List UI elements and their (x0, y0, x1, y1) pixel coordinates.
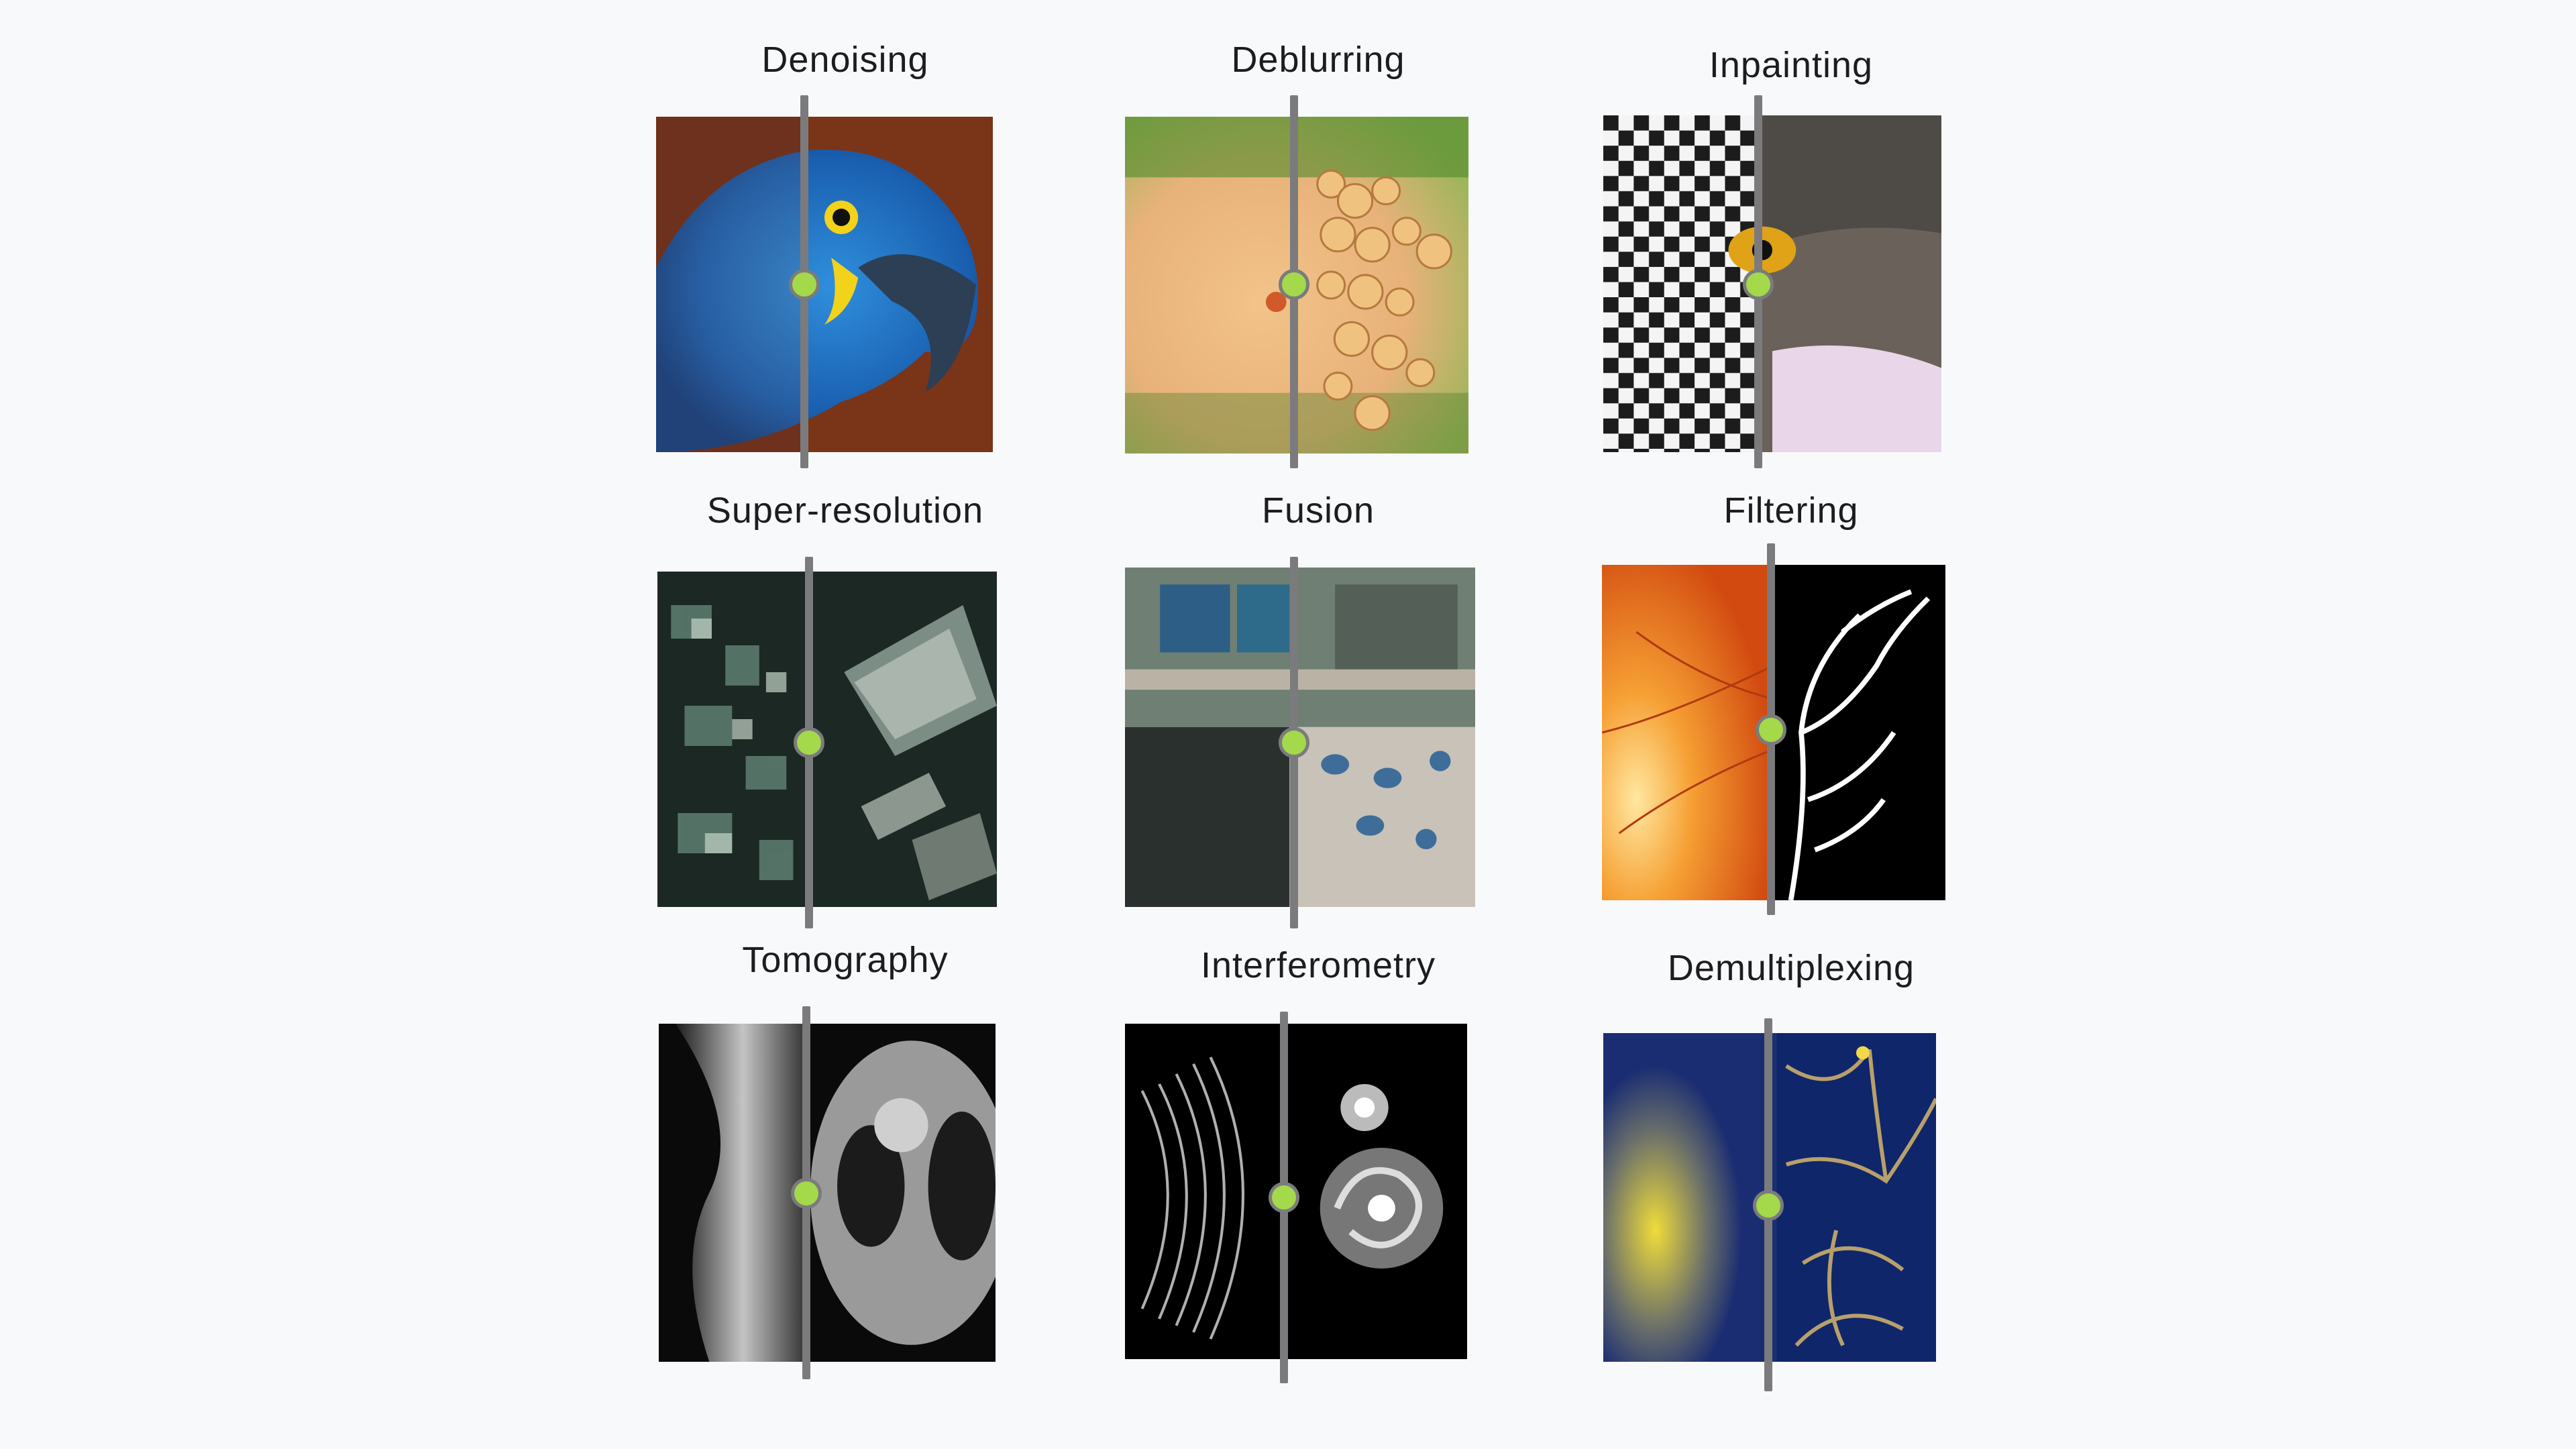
panel-super-resolution: Super-resolution (644, 483, 1046, 926)
slider-handle-icon[interactable] (1743, 269, 1774, 300)
panel-title: Inpainting (1590, 44, 1992, 86)
comparison-image (659, 1024, 996, 1362)
panel-title: Demultiplexing (1590, 947, 1992, 989)
comparison-image (656, 117, 993, 452)
comparison-image (657, 572, 997, 907)
slider-handle-icon[interactable] (1753, 1190, 1784, 1221)
panel-title: Tomography (644, 939, 1046, 981)
panel-fusion: Fusion (1117, 483, 1519, 926)
panel-tomography: Tomography (644, 932, 1046, 1375)
panel-title: Fusion (1117, 490, 1519, 531)
panel-deblurring: Deblurring (1117, 27, 1519, 470)
slider-handle-icon[interactable] (1279, 727, 1309, 758)
panel-denoising: Denoising (644, 27, 1046, 470)
slider-handle-icon[interactable] (789, 269, 820, 300)
panel-title: Filtering (1590, 490, 1992, 531)
panel-title: Denoising (644, 39, 1046, 80)
slider-handle-icon[interactable] (1756, 714, 1786, 745)
panel-filtering: Filtering (1590, 483, 1992, 926)
panel-title: Deblurring (1117, 39, 1519, 80)
panel-title: Interferometry (1117, 945, 1519, 986)
panel-inpainting: Inpainting (1590, 27, 1992, 470)
panel-title: Super-resolution (644, 490, 1046, 531)
slider-handle-icon[interactable] (1279, 269, 1309, 300)
slider-handle-icon[interactable] (791, 1178, 822, 1209)
slider-handle-icon[interactable] (1269, 1182, 1299, 1213)
panel-demultiplexing: Demultiplexing (1590, 932, 1992, 1375)
slider-handle-icon[interactable] (794, 727, 824, 758)
panel-interferometry: Interferometry (1117, 932, 1519, 1375)
